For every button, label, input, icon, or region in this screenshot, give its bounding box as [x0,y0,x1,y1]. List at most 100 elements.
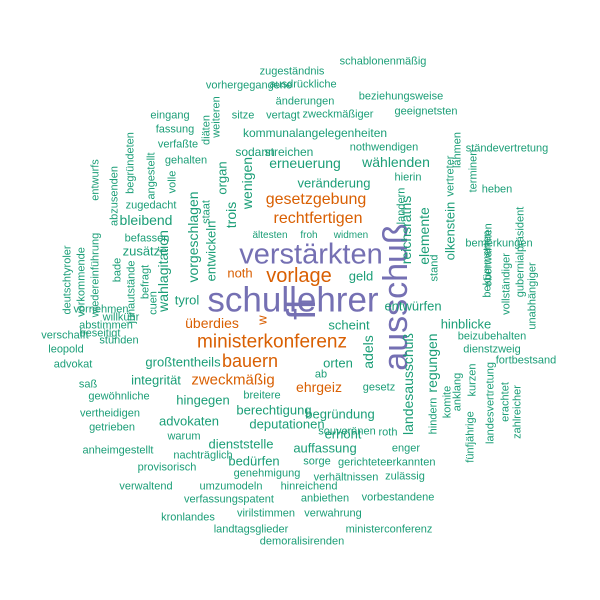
cloud-word: streichen [264,145,314,159]
cloud-word: w [254,315,270,325]
cloud-word: kurzen [466,363,479,397]
cloud-word: änderungen [275,95,335,108]
cloud-word: beizubehalten [457,330,527,343]
cloud-word: ministerkonferenz [197,331,347,353]
cloud-word: wiedereinführung [89,232,102,318]
cloud-word: ausdrückliche [269,78,337,91]
cloud-word: beseitigt [79,327,121,340]
cloud-word: entwürfen [384,298,442,314]
cloud-word: nachträglich [173,449,233,462]
cloud-word: advokaten [159,413,219,429]
cloud-word: breitere [243,389,281,402]
cloud-word: zweckmäßiger [302,108,374,121]
cloud-word: deutschtyroler [61,245,74,315]
cloud-word: fassung [155,123,195,136]
cloud-word: umzumodeln [199,480,263,493]
cloud-word: verwahrung [304,507,362,520]
cloud-word: großtentheils [145,354,221,370]
cloud-word: souveränen [318,425,376,438]
cloud-word: geeignetsten [394,105,458,118]
cloud-word: begründeten [124,132,137,194]
cloud-word: stünden [99,334,139,347]
cloud-word: bade [111,257,124,283]
cloud-word: gerichteter [338,456,390,469]
cloud-word: zahlreicher [511,385,524,439]
cloud-word: auffassung [293,440,357,456]
cloud-word: geld [348,268,374,284]
cloud-word: froh [300,230,318,241]
cloud-word: schablonenmäßig [339,55,427,68]
cloud-word: organ [214,161,230,195]
cloud-word: bauern [221,351,279,371]
cloud-word: schullehrer [207,280,379,320]
cloud-word: verschafft [41,329,89,342]
cloud-word: wenigen [239,156,255,210]
cloud-word: zweckmäßig [191,371,275,389]
cloud-word: vertagt [266,109,300,122]
cloud-word: angestellt [145,152,158,200]
cloud-word: genehmigung [233,467,301,480]
cloud-word: ministerconferenz [345,523,433,536]
cloud-word: hierin [394,171,422,184]
cloud-word: enger [391,442,421,455]
cloud-word: abzusenden [108,166,121,226]
cloud-word: getrieben [89,421,135,434]
cloud-word: nothwendigen [349,141,419,154]
cloud-word: landern [395,187,408,225]
cloud-word: begründung [305,406,375,422]
cloud-word: bekümmerten [481,230,494,298]
cloud-word: wahlagitation [155,230,171,312]
cloud-word: provisorisch [137,461,197,474]
cloud-word: scheint [328,317,370,333]
cloud-word: verfassungspatent [184,493,274,506]
cloud-word: dienststelle [208,436,274,452]
cloud-word: deputationen [249,416,325,432]
cloud-word: gubernialpräsident [514,206,527,298]
cloud-word: tyrol [174,292,200,308]
cloud-word: advokat [53,358,93,371]
cloud-word: zusätze [122,243,168,259]
cloud-word: zugedacht [125,199,177,212]
cloud-word: roth [378,426,398,439]
cloud-word: vorbestandene [361,491,435,504]
cloud-word: orten [323,355,353,371]
cloud-word: weiteren [210,96,223,138]
cloud-word: verhältnissen [313,471,379,484]
cloud-word: anklang [451,372,464,412]
cloud-word: dienstzweig [463,343,521,356]
cloud-word: beziehungsweise [358,90,444,103]
cloud-word: komite [441,385,454,419]
cloud-word: gehalten [164,154,208,167]
cloud-word: trois [223,201,239,229]
cloud-word: gewöhnliche [88,390,150,403]
cloud-word: gesetz [362,381,396,394]
cloud-word: hinreichend [280,480,338,493]
cloud-word: erkannten [386,456,436,469]
cloud-word: fortbestsand [495,354,557,367]
cloud-word: olkenstein [442,201,458,261]
cloud-word: virilstimmen [236,507,296,520]
cloud-word: sitze [231,109,255,122]
cloud-word: anheimgestellt [82,444,154,457]
cloud-word: gesetzgebung [265,191,367,208]
cloud-word: verwaltend [119,480,173,493]
cloud-word: ältesten [252,230,288,241]
cloud-word: hindern [427,397,440,435]
cloud-word: saß [78,378,98,391]
cloud-word: landtagsglieder [213,523,289,536]
cloud-word: vorhergegangene [205,79,293,92]
cloud-word: regungen [424,333,440,393]
cloud-word: demoralisirenden [259,535,345,548]
cloud-word: widmen [333,230,369,241]
cloud-word: erachtet [499,382,512,422]
cloud-word: landesvertretung [484,362,497,444]
cloud-word: verstärkten [239,238,383,271]
cloud-word: stand [428,254,441,282]
cloud-word: adels [360,335,376,369]
cloud-word: volle [166,170,179,194]
cloud-word: vorgeschlagen [185,191,201,283]
cloud-word: leopold [48,343,84,356]
cloud-word: wählenden [362,154,430,170]
cloud-word: vertheidigen [80,407,140,420]
cloud-word: ab [314,368,328,381]
